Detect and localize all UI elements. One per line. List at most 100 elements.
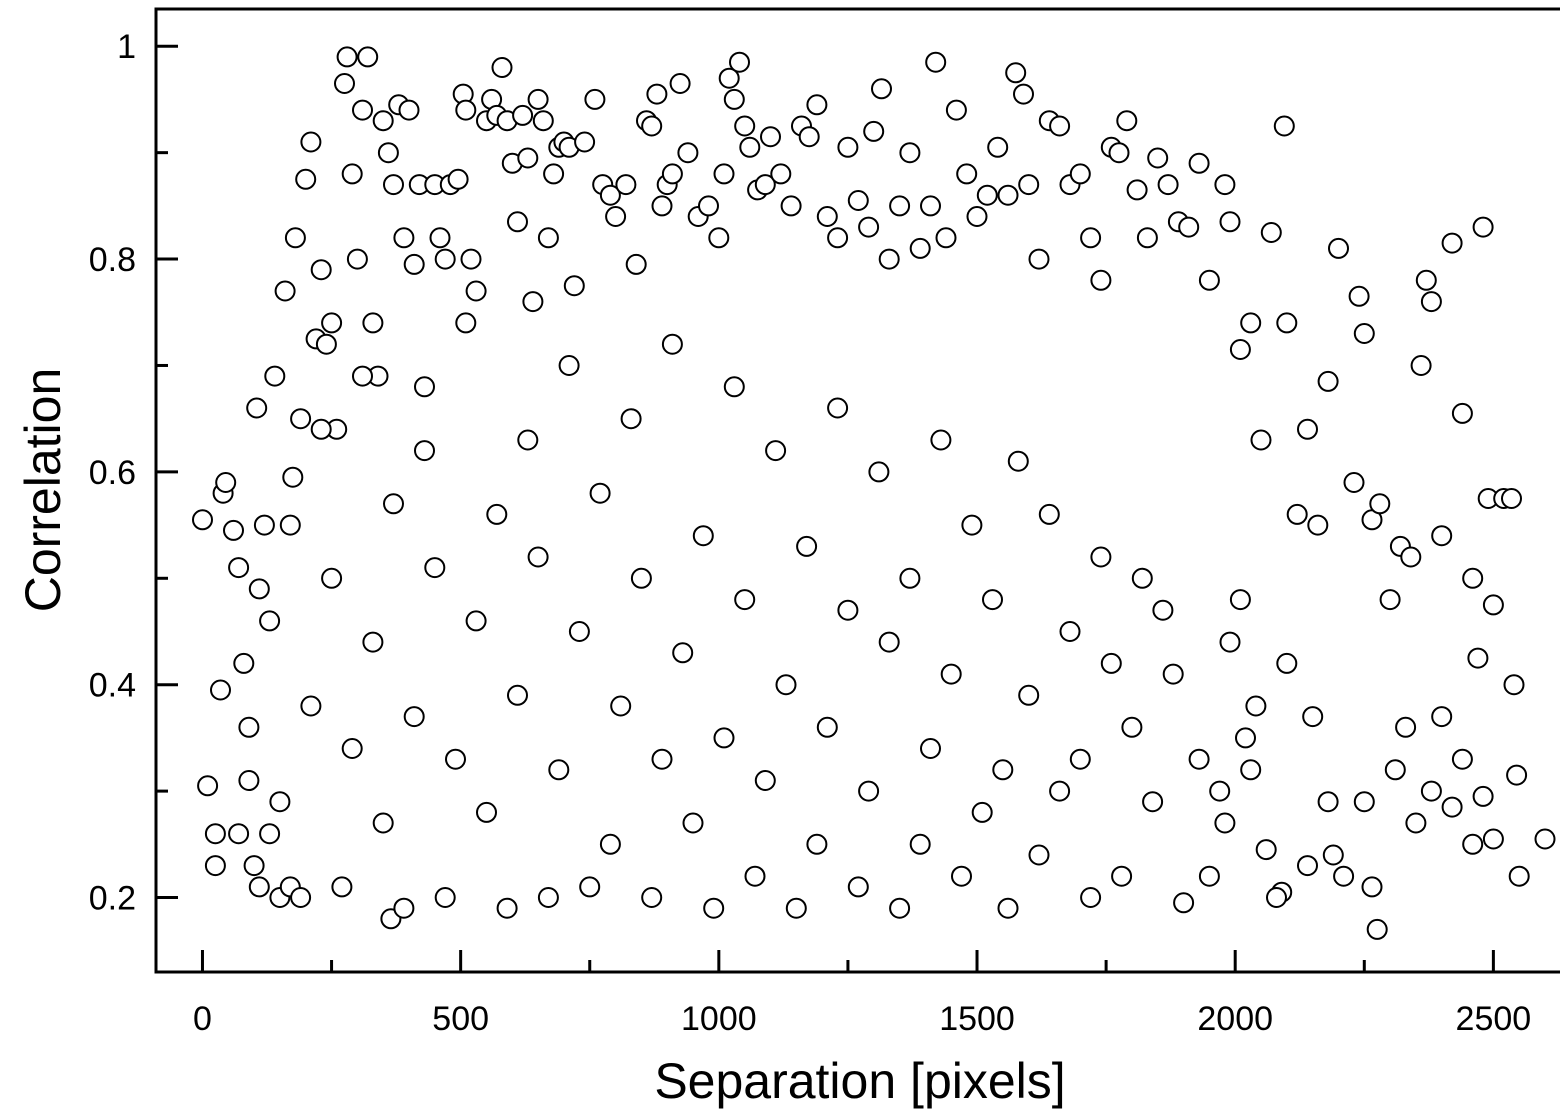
data-point-295 <box>372 812 394 834</box>
data-point-103 <box>780 195 802 217</box>
y-tick-label: 0.4 <box>89 667 136 705</box>
data-point-2 <box>204 823 226 845</box>
data-point-106 <box>806 94 828 116</box>
data-point-107 <box>816 206 838 227</box>
data-point-43 <box>393 227 415 249</box>
data-point-45 <box>403 253 425 275</box>
data-point-39 <box>377 142 399 164</box>
data-point-154 <box>1273 115 1295 137</box>
data-point-204 <box>1276 652 1298 674</box>
data-point-260 <box>734 589 756 611</box>
data-point-278 <box>548 759 570 781</box>
data-point-9 <box>233 652 255 674</box>
data-point-200 <box>1322 844 1344 866</box>
data-point-259 <box>744 865 766 887</box>
data-point-11 <box>243 855 265 877</box>
data-point-213 <box>1214 812 1236 834</box>
data-point-117 <box>909 237 931 259</box>
data-point-3 <box>204 855 226 877</box>
data-point-198 <box>1482 828 1504 850</box>
data-point-196 <box>1462 833 1484 855</box>
x-tick-label: 1500 <box>939 1000 1015 1038</box>
data-point-110 <box>847 190 869 211</box>
data-point-63 <box>507 211 528 233</box>
data-point-302 <box>300 695 322 717</box>
data-point-251 <box>827 397 849 419</box>
data-point-68 <box>532 110 554 132</box>
data-point-214 <box>1209 780 1231 802</box>
data-point-130 <box>1028 248 1050 270</box>
data-point-291 <box>414 440 435 462</box>
data-point-181 <box>1501 488 1522 509</box>
data-point-6 <box>215 472 237 493</box>
data-point-153 <box>1260 222 1282 243</box>
data-point-284 <box>486 503 508 525</box>
data-point-108 <box>827 227 849 249</box>
data-point-41 <box>383 174 404 196</box>
data-point-305 <box>269 791 291 813</box>
data-point-279 <box>537 887 559 908</box>
data-point-121 <box>945 99 967 121</box>
data-point-81 <box>625 253 647 275</box>
data-point-267 <box>661 333 683 355</box>
data-point-94 <box>718 67 740 89</box>
data-point-85 <box>651 195 673 217</box>
data-point-162 <box>1348 285 1370 307</box>
data-point-12 <box>246 397 268 419</box>
data-point-111 <box>858 216 880 238</box>
data-point-31 <box>336 46 358 68</box>
data-point-244 <box>899 567 921 589</box>
data-point-229 <box>1049 780 1071 802</box>
data-point-256 <box>775 674 797 696</box>
data-point-78 <box>599 184 621 206</box>
data-point-132 <box>1049 115 1071 137</box>
data-point-262 <box>713 727 735 749</box>
data-point-281 <box>517 429 539 451</box>
data-point-234 <box>997 897 1019 919</box>
data-point-258 <box>754 770 776 791</box>
data-point-236 <box>982 589 1003 611</box>
data-point-206 <box>1266 887 1287 908</box>
data-point-161 <box>1343 472 1365 493</box>
data-point-30 <box>334 73 355 94</box>
data-point-307 <box>248 578 270 600</box>
data-point-238 <box>961 514 983 536</box>
data-point-67 <box>527 88 549 110</box>
data-point-290 <box>424 557 446 579</box>
data-point-223 <box>1111 865 1133 887</box>
data-point-95 <box>723 88 745 110</box>
y-tick-label: 0.2 <box>89 880 136 918</box>
data-point-152 <box>1250 429 1272 451</box>
data-point-268 <box>651 748 673 770</box>
data-point-146 <box>1188 152 1210 174</box>
data-point-298 <box>341 738 363 759</box>
data-point-33 <box>346 248 368 270</box>
data-point-304 <box>279 514 301 536</box>
data-point-100 <box>754 174 776 196</box>
data-point-212 <box>1219 631 1241 653</box>
data-point-101 <box>760 126 781 148</box>
y-tick-label: 1 <box>117 28 136 66</box>
data-point-189 <box>1384 759 1406 781</box>
x-tick-label: 500 <box>432 1000 489 1038</box>
data-point-192 <box>1420 780 1442 802</box>
data-point-211 <box>1229 589 1251 611</box>
data-point-218 <box>1162 663 1184 685</box>
data-point-143 <box>1157 174 1179 196</box>
data-point-113 <box>871 78 892 100</box>
data-point-88 <box>669 73 691 94</box>
data-point-1 <box>197 775 219 797</box>
data-point-183 <box>1506 764 1528 786</box>
y-axis-title: Correlation <box>15 368 71 613</box>
data-point-177 <box>1472 216 1494 238</box>
data-point-147 <box>1198 269 1220 291</box>
data-point-219 <box>1152 599 1174 621</box>
data-point-249 <box>847 876 869 898</box>
data-point-160 <box>1328 237 1349 259</box>
data-point-282 <box>507 684 528 706</box>
data-point-169 <box>1410 355 1432 376</box>
data-point-112 <box>863 120 885 142</box>
data-point-36 <box>362 312 384 334</box>
data-point-277 <box>558 355 580 376</box>
